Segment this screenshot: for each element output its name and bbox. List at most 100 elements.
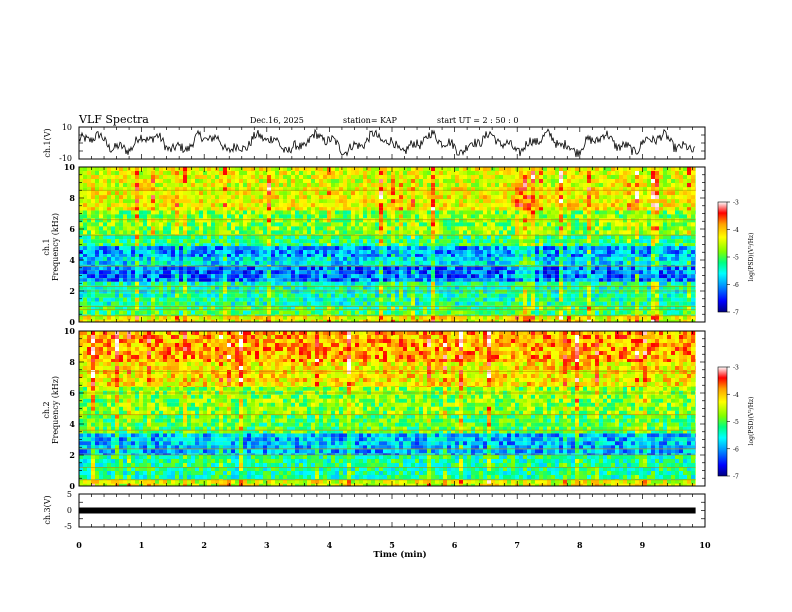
spectrogram-cell (467, 266, 471, 271)
spectrogram-cell (159, 301, 163, 306)
spectrogram-cell (147, 222, 151, 227)
spectrogram-cell (175, 301, 179, 306)
spectrogram-cell (235, 254, 239, 257)
spectrogram-cell (271, 214, 275, 219)
spectrogram-cell (115, 210, 119, 215)
spectrogram-cell (531, 218, 535, 223)
spectrogram-cell (659, 254, 663, 257)
spectrogram-cell (167, 260, 171, 265)
spectrogram-cell (531, 230, 535, 235)
spectrogram-cell (367, 235, 371, 240)
spectrogram-cell (651, 214, 655, 219)
spectrogram-cell (199, 285, 203, 290)
spectrogram-cell (307, 289, 311, 294)
spectrogram-cell (95, 230, 99, 235)
spectrogram-cell (423, 243, 427, 247)
spectrogram-cell (223, 301, 227, 306)
spectrogram-cell (383, 315, 387, 320)
spectrogram-cell (299, 293, 303, 298)
spectrogram-cell (87, 281, 91, 286)
spectrogram-cell (327, 306, 331, 311)
spectrogram-cell (211, 301, 215, 306)
spectrogram-cell (667, 210, 671, 215)
spectrogram-cell (603, 293, 607, 298)
spectrogram-cell (499, 264, 503, 267)
spectrogram-cell (347, 222, 351, 227)
spectrogram-cell (351, 285, 355, 290)
spectrogram-cell (571, 274, 575, 279)
spectrogram-cell (647, 230, 651, 235)
spectrogram-cell (687, 239, 691, 244)
spectrogram-cell (311, 226, 315, 231)
spectrogram-cell (375, 218, 379, 223)
spectrogram-cell (219, 281, 223, 286)
spectrogram-cell (263, 266, 267, 271)
spectrogram-cell (319, 210, 323, 215)
spectrogram-cell (139, 256, 143, 261)
spectrogram-cell (243, 266, 247, 271)
spectrogram-cell (203, 297, 207, 302)
spectrogram-cell (471, 256, 475, 261)
spectrogram-cell (319, 319, 323, 322)
spectrogram-cell (327, 270, 331, 275)
spectrogram-cell (607, 281, 611, 286)
spectrogram-cell (663, 314, 667, 316)
spectrogram-cell (87, 278, 91, 282)
spectrogram-cell (411, 218, 415, 223)
spectrogram-cell (251, 250, 255, 255)
spectrogram-cell (435, 210, 439, 215)
spectrogram-cell (247, 315, 251, 320)
spectrogram-cell (551, 214, 555, 219)
spectrogram-cell (523, 230, 527, 235)
spectrogram-cell (383, 264, 387, 267)
spectrogram-cell (491, 230, 495, 235)
spectrogram-cell (219, 278, 223, 282)
spectrogram-cell (283, 254, 287, 257)
spectrogram-cell (135, 264, 139, 267)
spectrogram-cell (511, 243, 515, 247)
spectrogram-cell (207, 314, 211, 316)
spectrogram-cell (479, 274, 483, 279)
spectrogram-cell (631, 218, 635, 223)
spectrogram-cell (403, 285, 407, 290)
spectrogram-cell (491, 306, 495, 311)
spectrogram-cell (451, 214, 455, 219)
spectrogram-cell (235, 214, 239, 219)
spectrogram-cell (207, 260, 211, 265)
spectrogram-cell (691, 281, 695, 286)
spectrogram-cell (227, 270, 231, 275)
spectrogram-cell (91, 310, 95, 315)
spectrogram-cell (359, 319, 363, 322)
spectrogram-cell (83, 222, 87, 227)
spectrogram-cell (283, 235, 287, 240)
spectrogram-cell (195, 297, 199, 302)
spectrogram-cell (327, 314, 331, 316)
spectrogram-cell (571, 235, 575, 240)
spectrogram-cell (223, 285, 227, 290)
spectrogram-cell (395, 289, 399, 294)
spectrogram-cell (195, 210, 199, 215)
spectrogram-cell (491, 243, 495, 247)
spectrogram-cell (255, 293, 259, 298)
spectrogram-cell (567, 319, 571, 322)
spectrogram-cell (363, 289, 367, 294)
spectrogram-cell (559, 214, 563, 219)
spectrogram-cell (255, 315, 259, 320)
spectrogram-cell (259, 319, 263, 322)
spectrogram-cell (595, 270, 599, 275)
spectrogram-cell (215, 214, 219, 219)
spectrogram-cell (539, 314, 543, 316)
spectrogram-cell (363, 293, 367, 298)
spectrogram-cell (543, 235, 547, 240)
spectrogram-cell (575, 243, 579, 247)
spectrogram-cell (395, 264, 399, 267)
spectrogram-cell (651, 239, 655, 244)
spectrogram-cell (511, 260, 515, 265)
spectrogram-cell (287, 285, 291, 290)
spectrogram-cell (487, 315, 491, 320)
spectrogram-cell (95, 264, 99, 267)
spectrogram-cell (311, 243, 315, 247)
spectrogram-cell (259, 270, 263, 275)
spectrogram-cell (195, 301, 199, 306)
spectrogram-cell (363, 266, 367, 271)
